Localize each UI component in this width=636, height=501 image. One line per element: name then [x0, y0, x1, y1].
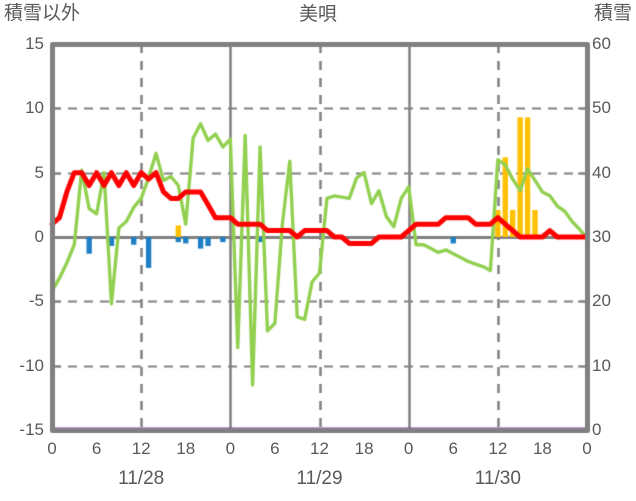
- x-axis-tick: 6: [270, 439, 280, 458]
- y-axis-left-tick: -5: [28, 291, 44, 311]
- y-axis-left-tick: 10: [25, 98, 44, 118]
- x-axis-tick: 0: [225, 439, 236, 458]
- y-axis-right-tick: 50: [592, 98, 611, 118]
- y-axis-left-tick: -10: [19, 355, 44, 375]
- y-axis-right-tick: 10: [592, 355, 611, 375]
- y-axis-right-tick: 60: [592, 34, 611, 53]
- x-axis-tick: 0: [47, 439, 57, 458]
- x-axis-tick: 0: [403, 439, 414, 458]
- y-axis-right-tick: 40: [592, 162, 611, 182]
- x-axis-tick: 6: [448, 439, 458, 458]
- x-axis-tick: 18: [176, 439, 196, 458]
- y-axis-left-tick: 15: [25, 34, 44, 53]
- x-axis-day-label: 11/29: [296, 468, 343, 489]
- x-axis-tick: 12: [310, 439, 329, 458]
- y-axis-left-tick: -15: [19, 420, 44, 439]
- x-axis-tick: 18: [532, 439, 552, 458]
- x-axis-day-label: 11/28: [118, 468, 165, 489]
- y-axis-left-tick: 0: [34, 227, 44, 246]
- y-axis-left-tick: 5: [34, 162, 44, 182]
- x-axis-tick: 12: [131, 439, 151, 458]
- x-axis-tick: 0: [582, 439, 592, 458]
- y-axis-right-tick: 0: [592, 420, 602, 439]
- x-axis-tick: 12: [488, 439, 508, 458]
- y-axis-right-tick: 20: [592, 291, 611, 311]
- x-axis-day-label: 11/30: [474, 468, 521, 489]
- x-axis-tick: 18: [354, 439, 374, 458]
- x-axis-tick: 6: [91, 439, 102, 458]
- y-axis-right-tick: 30: [592, 227, 611, 246]
